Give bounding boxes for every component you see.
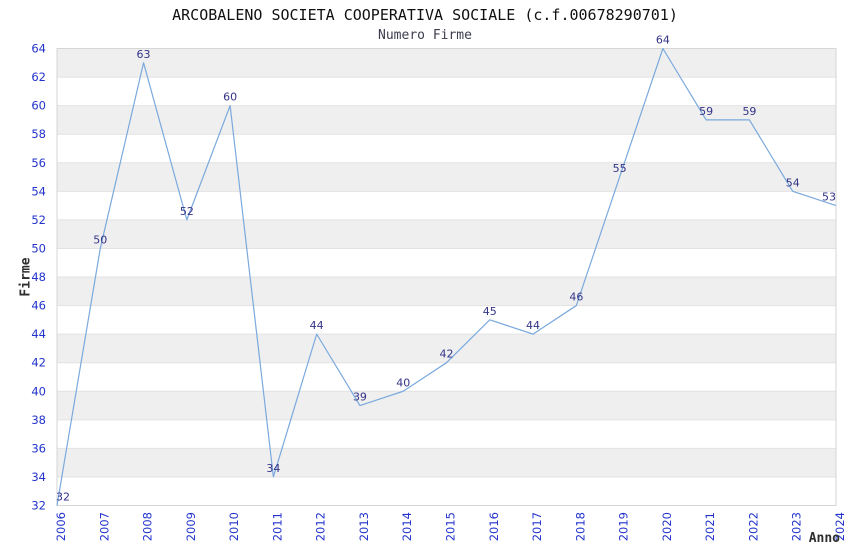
data-point-label: 53 — [822, 191, 836, 204]
y-tick-label: 50 — [31, 241, 46, 255]
x-tick-label: 2014 — [400, 512, 414, 541]
plot-border — [56, 48, 837, 506]
x-tick-label: 2006 — [54, 512, 68, 541]
data-point-label: 50 — [93, 233, 107, 246]
grid-band — [57, 305, 836, 335]
y-tick-label: 34 — [31, 470, 46, 484]
y-tick-label: 52 — [31, 213, 46, 227]
y-tick-label: 32 — [31, 499, 46, 513]
x-tick-label: 2020 — [660, 512, 674, 541]
y-tick-label: 60 — [31, 99, 46, 113]
chart-title: ARCOBALENO SOCIETA COOPERATIVA SOCIALE (… — [172, 6, 678, 24]
grid-band — [57, 48, 836, 78]
x-tick-label: 2017 — [530, 512, 544, 541]
data-line — [56, 47, 837, 506]
data-point-label: 46 — [569, 291, 583, 304]
x-axis-title: Anno — [808, 531, 840, 546]
x-tick-label: 2007 — [97, 512, 111, 541]
y-tick-label: 38 — [31, 413, 46, 427]
data-point-label: 40 — [396, 376, 410, 389]
y-tick-label: 42 — [31, 356, 46, 370]
grid-band — [57, 277, 836, 306]
grid-band — [57, 334, 836, 363]
grid-band — [57, 419, 836, 449]
y-tick-label: 44 — [31, 327, 46, 341]
x-tick-label: 2021 — [703, 512, 717, 541]
y-tick-label: 58 — [31, 127, 46, 141]
y-tick-label: 48 — [31, 270, 46, 284]
x-tick-label: 2018 — [573, 512, 587, 541]
data-point-label: 45 — [483, 305, 497, 318]
x-tick-label: 2010 — [227, 512, 241, 541]
y-tick-label: 62 — [31, 70, 46, 84]
x-tick-label: 2019 — [617, 512, 631, 541]
y-tick-label: 56 — [31, 156, 46, 170]
data-point-label: 64 — [656, 34, 670, 47]
grid-band — [57, 134, 836, 163]
data-point-label: 32 — [56, 491, 70, 504]
chart-subtitle: Numero Firme — [378, 28, 472, 43]
x-tick-label: 2015 — [444, 512, 458, 541]
data-point-label: 44 — [526, 319, 540, 332]
grid-band — [57, 77, 836, 106]
x-tick-label: 2022 — [746, 512, 760, 541]
data-point-label: 52 — [180, 205, 194, 218]
data-point-label: 42 — [440, 348, 454, 361]
data-point-label: 54 — [786, 176, 800, 189]
grid-band — [57, 448, 836, 477]
y-axis-title: Firme — [18, 257, 34, 297]
data-point-label: 44 — [310, 319, 324, 332]
x-tick-label: 2016 — [487, 512, 501, 541]
grid-band — [57, 219, 836, 249]
y-tick-label: 46 — [31, 299, 46, 313]
grid-band — [57, 162, 836, 192]
x-tick-label: 2012 — [314, 512, 328, 541]
data-point-label: 55 — [613, 162, 627, 175]
grid-band — [57, 248, 836, 277]
grid-band — [57, 391, 836, 420]
x-tick-label: 2013 — [357, 512, 371, 541]
grid-band — [57, 476, 836, 506]
data-point-label: 39 — [353, 391, 367, 404]
data-point-label: 59 — [699, 105, 713, 118]
x-tick-label: 2009 — [184, 512, 198, 541]
data-point-label: 34 — [266, 462, 280, 475]
grid-band — [57, 191, 836, 220]
x-tick-label: 2023 — [790, 512, 804, 541]
data-point-label: 60 — [223, 91, 237, 104]
data-point-label: 59 — [742, 105, 756, 118]
data-point-label: 63 — [137, 48, 151, 61]
y-tick-label: 40 — [31, 384, 46, 398]
grid-band — [57, 362, 836, 392]
x-tick-label: 2011 — [270, 512, 284, 541]
x-tick-label: 2008 — [141, 512, 155, 541]
y-tick-label: 64 — [31, 42, 46, 56]
x-tick-label: 2024 — [833, 512, 847, 541]
y-tick-label: 54 — [31, 184, 46, 198]
y-tick-label: 36 — [31, 441, 46, 455]
